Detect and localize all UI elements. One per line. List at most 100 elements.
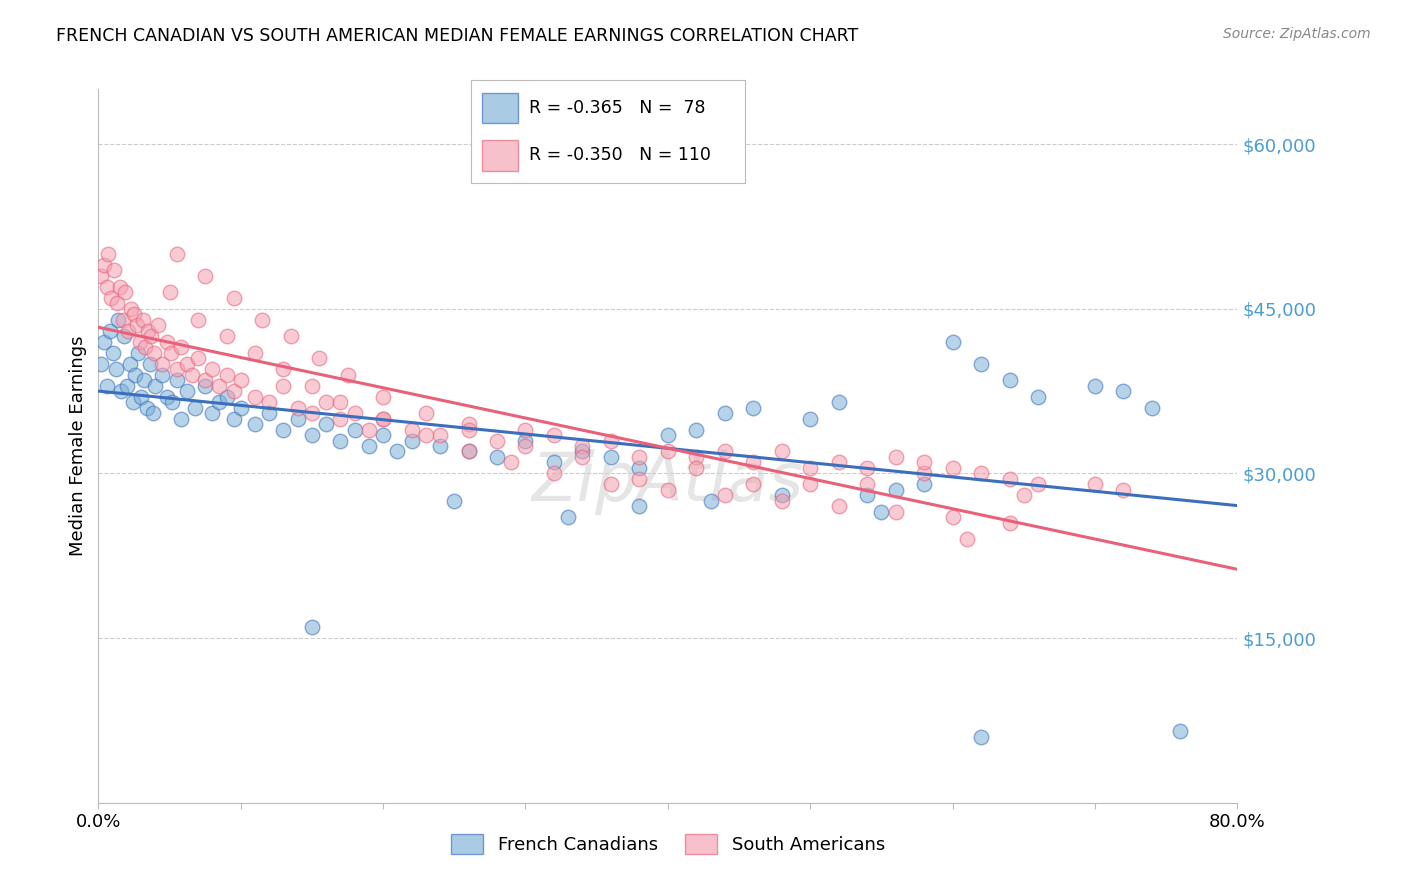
Point xyxy=(870,505,893,519)
Point xyxy=(215,390,238,404)
Point xyxy=(135,401,157,415)
Point xyxy=(111,312,134,326)
Point xyxy=(222,291,245,305)
Point xyxy=(114,285,136,300)
Point xyxy=(301,378,323,392)
Point xyxy=(856,477,879,491)
Point xyxy=(628,472,651,486)
Point xyxy=(118,357,141,371)
Point xyxy=(117,324,139,338)
Point xyxy=(93,258,115,272)
Text: Source: ZipAtlas.com: Source: ZipAtlas.com xyxy=(1223,27,1371,41)
Point xyxy=(401,423,423,437)
Point xyxy=(373,411,395,425)
Point xyxy=(131,312,153,326)
Point xyxy=(132,373,155,387)
Point xyxy=(1084,378,1107,392)
Point xyxy=(176,357,198,371)
Point xyxy=(387,444,409,458)
Point xyxy=(970,467,993,481)
Point xyxy=(301,620,323,634)
Bar xyxy=(482,93,517,123)
Point xyxy=(856,488,879,502)
Point xyxy=(457,444,479,458)
Point xyxy=(415,406,437,420)
Point xyxy=(600,477,623,491)
Point xyxy=(336,368,359,382)
Point xyxy=(884,505,907,519)
Point xyxy=(215,329,238,343)
Point xyxy=(273,362,295,376)
Point xyxy=(429,428,451,442)
Point xyxy=(250,312,273,326)
Legend: French Canadians, South Americans: French Canadians, South Americans xyxy=(443,827,893,862)
Point xyxy=(315,417,337,431)
Point xyxy=(457,417,479,431)
Point xyxy=(120,301,142,316)
Point xyxy=(166,247,188,261)
Point xyxy=(515,439,537,453)
Point xyxy=(543,467,565,481)
Point xyxy=(181,368,204,382)
Point xyxy=(685,423,707,437)
Point xyxy=(128,334,150,349)
Point xyxy=(176,384,198,398)
Point xyxy=(104,362,127,376)
Y-axis label: Median Female Earnings: Median Female Earnings xyxy=(69,335,87,557)
Point xyxy=(970,730,993,744)
Point xyxy=(136,324,159,338)
Point xyxy=(273,423,295,437)
Point xyxy=(628,461,651,475)
Point xyxy=(912,467,935,481)
Point xyxy=(357,423,380,437)
Point xyxy=(301,406,323,420)
Point xyxy=(145,378,167,392)
Point xyxy=(170,411,193,425)
Point xyxy=(373,428,395,442)
Point xyxy=(152,368,174,382)
Point xyxy=(122,307,145,321)
Point xyxy=(1026,477,1049,491)
Point xyxy=(273,378,295,392)
Point xyxy=(799,461,821,475)
Point xyxy=(515,434,537,448)
Point xyxy=(628,500,651,514)
Point xyxy=(600,450,623,464)
Point xyxy=(571,450,593,464)
Point xyxy=(208,378,231,392)
Point xyxy=(162,395,184,409)
Point xyxy=(501,455,523,469)
Point xyxy=(329,411,352,425)
Point xyxy=(457,423,479,437)
Text: R = -0.365   N =  78: R = -0.365 N = 78 xyxy=(529,99,704,117)
Point xyxy=(799,477,821,491)
Point xyxy=(685,461,707,475)
Point xyxy=(243,345,266,359)
Point xyxy=(90,357,112,371)
Point xyxy=(259,406,281,420)
Point xyxy=(443,494,465,508)
Point xyxy=(134,340,156,354)
Point xyxy=(329,395,352,409)
Point xyxy=(159,285,181,300)
Point xyxy=(98,324,121,338)
Point xyxy=(912,455,935,469)
Point xyxy=(343,423,366,437)
Point xyxy=(714,406,737,420)
Point xyxy=(856,461,879,475)
Point xyxy=(96,280,118,294)
Point xyxy=(543,428,565,442)
Point xyxy=(194,373,217,387)
Point xyxy=(208,395,231,409)
Point xyxy=(187,351,209,366)
Point xyxy=(457,444,479,458)
Point xyxy=(243,417,266,431)
Text: ZipAtlas: ZipAtlas xyxy=(531,449,804,515)
Point xyxy=(170,340,193,354)
Point xyxy=(148,318,170,333)
Point xyxy=(998,472,1021,486)
Point xyxy=(1170,724,1192,739)
Point xyxy=(141,406,163,420)
Point xyxy=(714,488,737,502)
Point xyxy=(315,395,337,409)
